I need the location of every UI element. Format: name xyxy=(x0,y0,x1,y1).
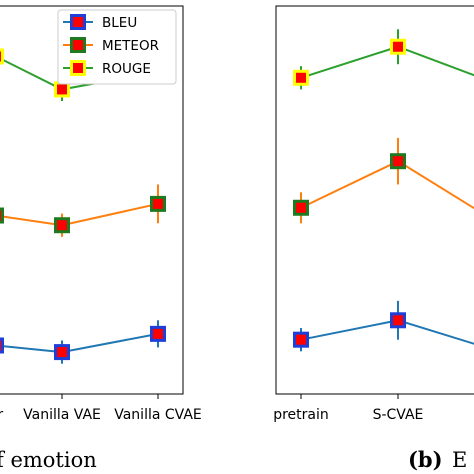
panel-a-tick-label: Vanilla CVAE xyxy=(114,407,202,423)
panel-a-caption: f emotion xyxy=(0,448,97,472)
legend: BLEU METEOR ROUGE xyxy=(57,9,177,85)
panel-a-bleu-line xyxy=(0,332,159,354)
panel-b-tick-label: S-CVAE xyxy=(373,407,424,423)
panel-a-bleu-marker xyxy=(0,337,4,354)
panel-b-bleu-marker xyxy=(293,331,309,348)
panel-a-tick-label: er xyxy=(0,407,3,423)
panel-a-ticks: er Vanilla VAE Vanilla CVAE xyxy=(0,394,202,423)
panel-b-marks xyxy=(293,29,474,352)
panel-a-meteor-marker xyxy=(0,207,4,224)
panel-a-meteor-marker xyxy=(54,217,70,234)
panel-b-caption-label: (b) xyxy=(408,447,443,472)
panel-b-meteor-marker xyxy=(390,153,406,170)
panel-a-bleu-marker xyxy=(150,325,166,342)
panel-b-bleu-line xyxy=(300,319,474,345)
legend-bleu-label: BLEU xyxy=(102,15,137,31)
legend-rouge-label: ROUGE xyxy=(102,61,151,77)
panel-a-plot-frame xyxy=(0,5,184,395)
legend-meteor-label: METEOR xyxy=(102,38,159,54)
legend-bleu-marker xyxy=(70,14,86,30)
panel-b-plot-frame xyxy=(275,5,474,395)
panel-a-tick-label: Vanilla VAE xyxy=(23,407,101,423)
panel-b-rouge-marker xyxy=(293,69,309,86)
legend-frame xyxy=(57,9,177,85)
legend-items: BLEU METEOR ROUGE xyxy=(63,14,159,77)
panel-a-bleu-marker xyxy=(54,344,70,361)
panel-a-rouge-marker xyxy=(54,81,70,98)
panel-b-meteor-line xyxy=(300,160,474,210)
panel-a-meteor-marker xyxy=(150,195,166,212)
panel-a-meteor-line xyxy=(0,202,159,227)
panel-b-caption-text: E xyxy=(452,448,467,472)
panel-a: er Vanilla VAE Vanilla CVAE BLEU METEOR ROUG… xyxy=(0,5,202,472)
panel-b-rouge-marker xyxy=(390,38,406,55)
panel-b-rouge-line xyxy=(300,45,474,79)
panel-a-rouge-marker xyxy=(0,48,4,65)
panel-a-marks xyxy=(0,48,166,364)
panel-b-tick-label: pretrain xyxy=(273,407,329,423)
panel-b-meteor-marker xyxy=(293,199,309,216)
panel-b-bleu-marker xyxy=(390,312,406,329)
legend-rouge-marker xyxy=(70,60,86,76)
legend-meteor-marker xyxy=(70,37,86,53)
